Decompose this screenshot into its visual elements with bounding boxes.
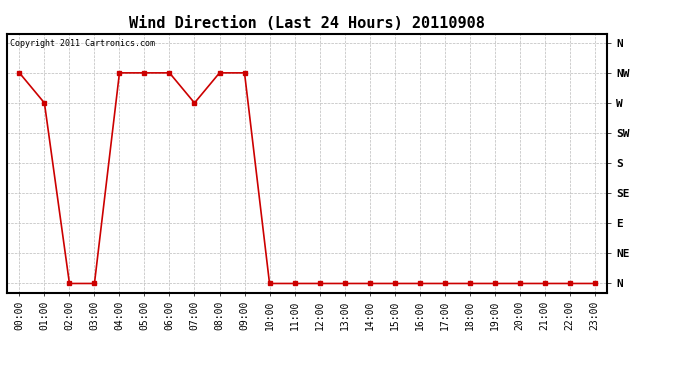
Text: Copyright 2011 Cartronics.com: Copyright 2011 Cartronics.com bbox=[10, 39, 155, 48]
Title: Wind Direction (Last 24 Hours) 20110908: Wind Direction (Last 24 Hours) 20110908 bbox=[129, 16, 485, 31]
